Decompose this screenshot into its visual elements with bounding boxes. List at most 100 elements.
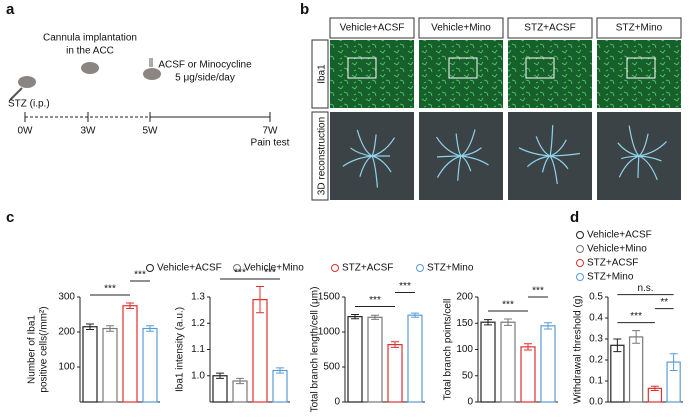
- y-axis-label: Withdrawal threshold (g): [573, 295, 584, 403]
- significance-label: ***: [630, 311, 642, 322]
- error-bar: [146, 325, 154, 332]
- microglia-branch: [618, 155, 640, 178]
- significance-label: n.s.: [637, 283, 653, 294]
- cannula-label: Cannula implantation: [43, 33, 137, 44]
- y-tick-label: 1000: [318, 327, 341, 338]
- y-tick-label: 1500: [318, 292, 341, 303]
- bar: [407, 314, 423, 403]
- y-axis-label: Total branch points/cell: [443, 299, 454, 401]
- error-bar: [276, 367, 284, 374]
- microglia-branch: [342, 155, 373, 167]
- legend-label: Vehicle+Mino: [244, 263, 304, 274]
- legend-marker: [576, 259, 584, 267]
- microglia-branch: [617, 142, 640, 157]
- legend-marker: [233, 264, 241, 272]
- legend-label: Vehicle+ACSF: [587, 230, 652, 241]
- y-tick-label: 0.2: [589, 355, 603, 366]
- y-tick-label: 0.1: [589, 376, 603, 387]
- y-tick-label: 150: [456, 318, 473, 329]
- iba1-image: [508, 40, 592, 108]
- microglia-branch: [549, 125, 554, 157]
- image-grid: Iba1 3D reconstruction: [311, 39, 329, 201]
- panel-label: a: [6, 1, 15, 18]
- column-header: STZ+ACSF: [524, 23, 575, 34]
- y-tick-label: 0: [334, 397, 340, 408]
- error-bar: [632, 330, 641, 344]
- y-axis-label: Total branch length/cell (μm): [310, 287, 321, 413]
- bar: [520, 346, 536, 403]
- y-tick-label: 300: [58, 292, 75, 303]
- bar: [387, 344, 403, 403]
- error-bar: [371, 314, 379, 320]
- microglia-branch: [628, 125, 640, 157]
- microglia-branch: [549, 155, 569, 170]
- error-bar: [391, 341, 399, 348]
- y-tick-label: 0.3: [589, 334, 603, 345]
- row-label: 3D reconstruction: [317, 117, 328, 195]
- zoom-box: [626, 57, 656, 79]
- y-axis-label: Iba1 intensity (a.u.): [175, 307, 186, 392]
- legend-marker: [331, 264, 339, 272]
- legend-label: STZ+ACSF: [587, 258, 638, 269]
- microglia-branch: [436, 155, 462, 178]
- microglia-branch: [526, 155, 551, 168]
- microglia-branch: [549, 152, 580, 157]
- legend-marker: [576, 231, 584, 239]
- y-tick-label: 0.0: [589, 397, 603, 408]
- timepoint-label: 0W: [18, 126, 34, 137]
- column-header: STZ+Mino: [616, 23, 663, 34]
- microglia-branch: [535, 136, 551, 157]
- y-tick-label: 0.5: [589, 292, 603, 303]
- column-header-box: [418, 17, 504, 39]
- timepoint-label: 7W: [263, 126, 279, 137]
- significance-label: ***: [399, 281, 411, 292]
- microglia-branch: [359, 155, 373, 177]
- error-bar: [256, 286, 264, 314]
- iba1-image: [597, 40, 681, 108]
- error-bar: [216, 372, 224, 379]
- significance-label: ***: [104, 284, 116, 295]
- y-tick-label: 1.2: [191, 318, 205, 329]
- microglia-branch: [638, 141, 667, 157]
- column-header-box: [596, 17, 682, 39]
- bar: [102, 327, 118, 403]
- microglia-branch: [638, 133, 649, 157]
- legend-marker: [146, 264, 154, 272]
- column-header: Vehicle+Mino: [431, 23, 491, 34]
- legend-label: STZ+Mino: [427, 263, 474, 274]
- bar: [122, 305, 138, 403]
- y-tick-label: 1.0: [191, 370, 205, 381]
- error-bar: [650, 385, 659, 391]
- row-box: [311, 39, 329, 109]
- bar: [142, 327, 158, 403]
- microglia-branch: [518, 147, 551, 157]
- bar: [347, 316, 363, 403]
- significance-label: ***: [134, 270, 146, 281]
- y-tick-label: 500: [323, 362, 340, 373]
- microglia-branch: [455, 133, 462, 157]
- y-tick-label: 50: [462, 370, 474, 381]
- significance-label: ***: [264, 268, 276, 279]
- bar: [272, 369, 288, 403]
- legend-label: Vehicle+ACSF: [157, 263, 222, 274]
- y-tick-label: 100: [456, 344, 473, 355]
- pain-test-label: Pain test: [251, 138, 290, 149]
- bar: [610, 344, 625, 403]
- microglia-branch: [549, 155, 558, 185]
- zoom-box: [448, 57, 478, 79]
- panel-label: b: [300, 1, 309, 18]
- legend-marker: [576, 245, 584, 253]
- microglia-branch: [638, 155, 662, 162]
- error-bar: [484, 319, 492, 326]
- column-header: Vehicle+ACSF: [340, 23, 405, 34]
- significance-label: ***: [502, 300, 514, 311]
- error-bar: [411, 312, 419, 318]
- bar: [480, 321, 496, 403]
- treatment-label: ACSF or Minocycline: [158, 60, 252, 71]
- microglia-branch: [460, 155, 489, 166]
- error-bar: [86, 323, 94, 331]
- microglia-branch: [356, 129, 373, 157]
- significance-label: ***: [234, 268, 246, 279]
- error-bar: [669, 353, 678, 371]
